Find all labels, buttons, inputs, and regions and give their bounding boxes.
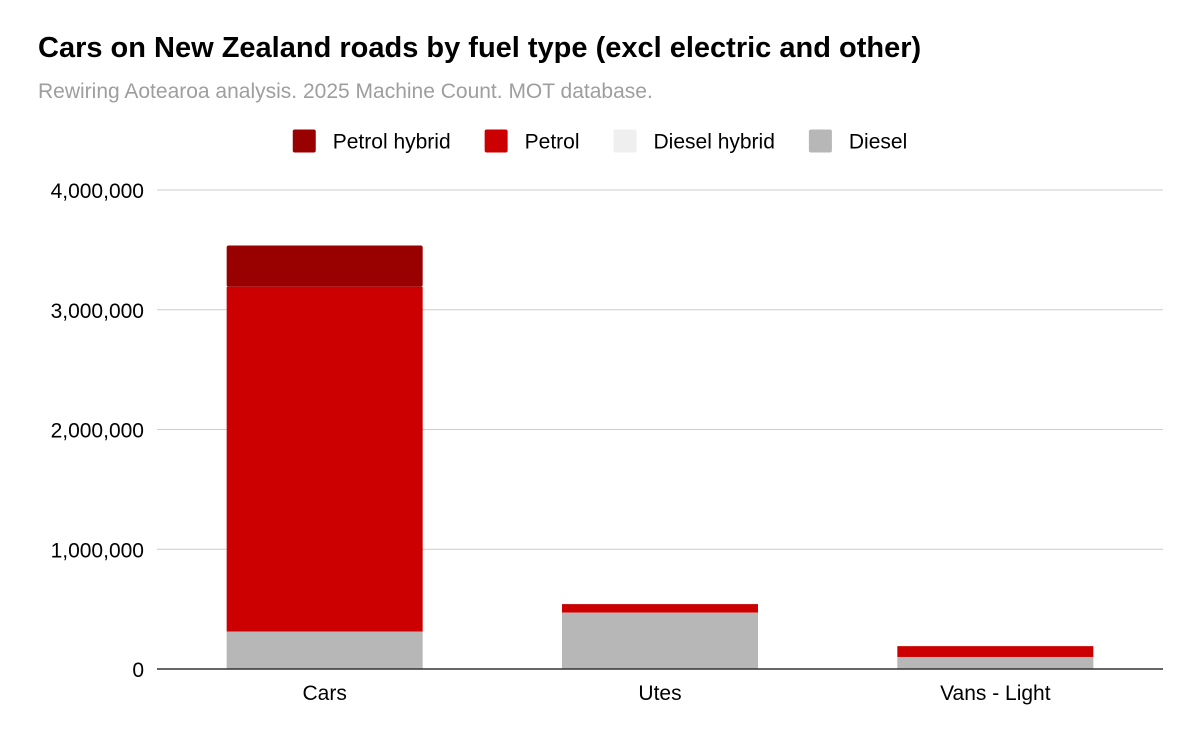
bar-stack-vans-light xyxy=(897,646,1094,669)
legend-swatch xyxy=(613,129,637,153)
legend-item-petrol-hybrid: Petrol hybrid xyxy=(292,129,451,154)
x-tick-label: Vans - Light xyxy=(940,682,1051,705)
bar-vans-light-diesel xyxy=(897,657,1094,669)
chart-bars xyxy=(226,245,1094,669)
bar-vans-light-petrol xyxy=(897,646,1094,657)
legend-swatch xyxy=(292,129,316,153)
y-tick-label: 1,000,000 xyxy=(51,539,144,562)
y-tick-label: 0 xyxy=(132,659,144,682)
legend-swatch xyxy=(808,129,832,153)
y-tick-label: 4,000,000 xyxy=(51,180,144,203)
legend-item-diesel: Diesel xyxy=(808,129,907,154)
bar-cars-petrol xyxy=(226,286,423,632)
bar-utes-diesel xyxy=(562,612,758,669)
y-tick-label: 2,000,000 xyxy=(51,420,144,443)
legend-label: Diesel hybrid xyxy=(654,131,775,154)
legend-label: Petrol xyxy=(525,131,580,154)
bar-stack-cars xyxy=(226,245,423,669)
x-axis: Cars Utes Vans - Light xyxy=(157,668,1163,705)
legend-label: Petrol hybrid xyxy=(333,131,451,154)
chart-title: Cars on New Zealand roads by fuel type (… xyxy=(38,32,922,64)
x-tick-label: Cars xyxy=(302,682,346,705)
y-axis: 0 1,000,000 2,000,000 3,000,000 4,000,000 xyxy=(51,180,144,682)
x-tick-label: Utes xyxy=(638,682,681,705)
bar-stack-utes xyxy=(562,603,758,669)
chart-legend: Petrol hybrid Petrol Diesel hybrid Diesel xyxy=(292,129,907,154)
chart-subtitle: Rewiring Aotearoa analysis. 2025 Machine… xyxy=(38,80,653,103)
legend-label: Diesel xyxy=(849,131,907,154)
legend-swatch xyxy=(484,129,508,153)
legend-item-petrol: Petrol xyxy=(484,129,580,154)
legend-item-diesel-hybrid: Diesel hybrid xyxy=(613,129,775,154)
bar-cars-diesel xyxy=(226,631,423,669)
y-tick-label: 3,000,000 xyxy=(51,300,144,323)
bar-cars-petrol-hybrid xyxy=(226,245,423,287)
bar-utes-petrol xyxy=(562,604,758,613)
